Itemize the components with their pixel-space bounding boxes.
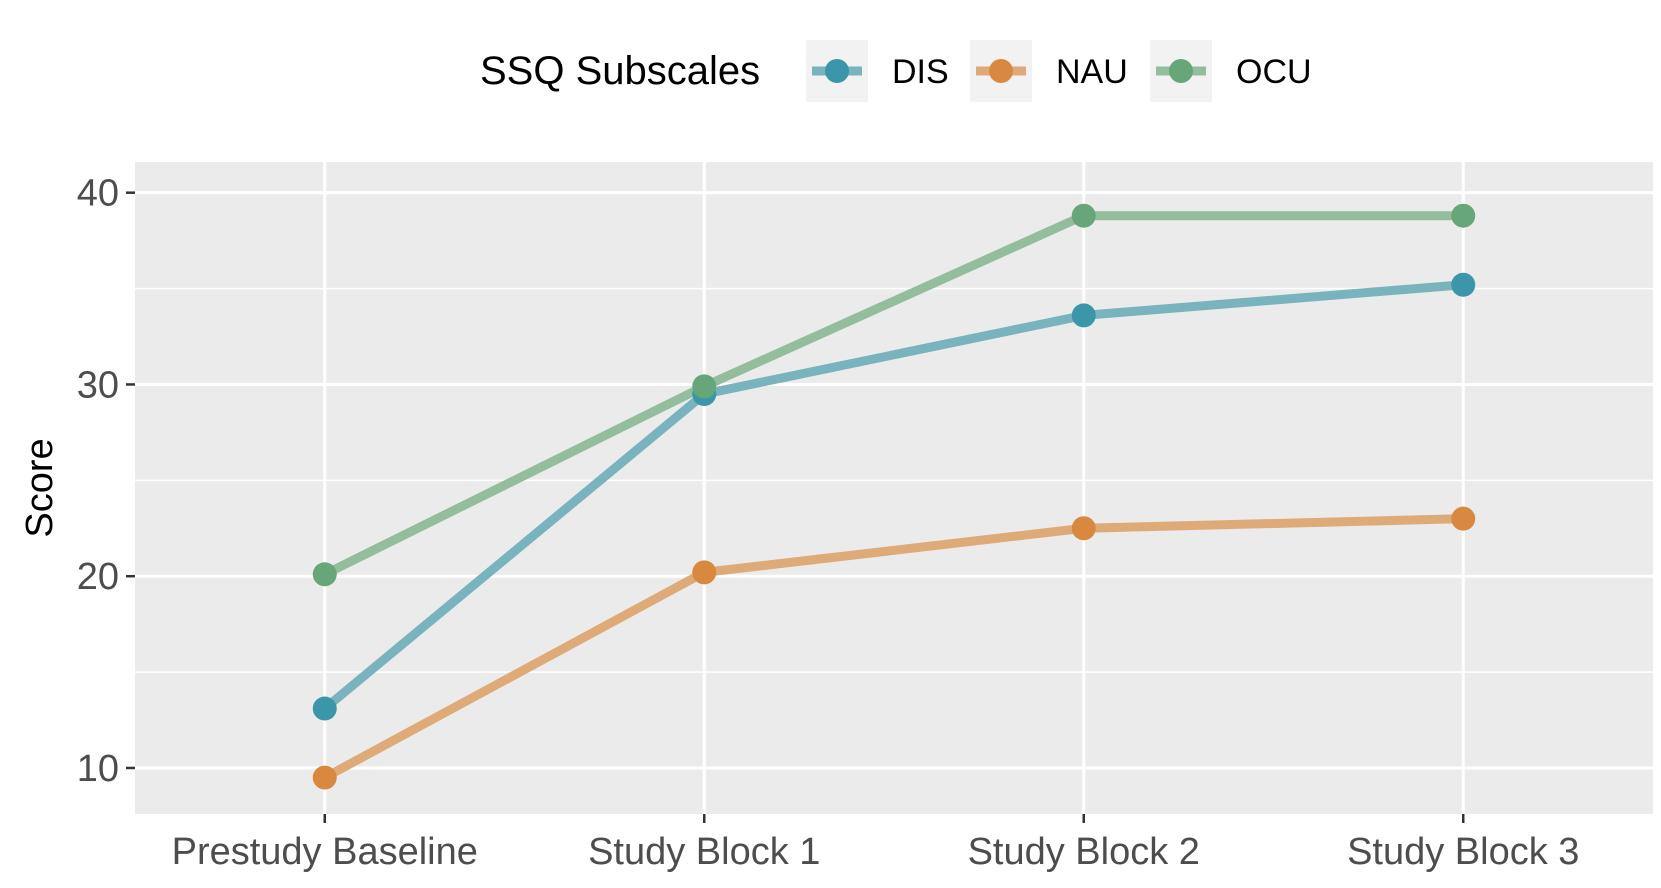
- data-point-ocu: [1451, 203, 1476, 228]
- data-point-nau: [692, 560, 717, 585]
- legend-label-ocu: OCU: [1236, 53, 1312, 91]
- data-point-ocu: [312, 562, 337, 587]
- plot-panel: [135, 162, 1653, 814]
- data-point-ocu: [1071, 203, 1096, 228]
- x-tick-label: Prestudy Baseline: [172, 831, 478, 873]
- x-tick-label: Study Block 3: [1347, 831, 1579, 873]
- legend-key-point: [1169, 59, 1193, 83]
- x-tick-label: Study Block 2: [968, 831, 1200, 873]
- y-axis-title: Score: [19, 438, 61, 537]
- y-tick-label: 30: [77, 364, 119, 406]
- legend-items: DIS NAU OCU: [806, 40, 1312, 102]
- legend: SSQ Subscales DIS NAU OCU: [480, 40, 1312, 102]
- major-gridlines: [135, 162, 1653, 814]
- legend-label-nau: NAU: [1056, 53, 1128, 91]
- series-line-ocu: [320, 211, 1468, 579]
- data-point-nau: [1071, 516, 1096, 541]
- series-line-nau: [320, 514, 1468, 783]
- legend-item-ocu: OCU: [1150, 40, 1312, 102]
- legend-item-nau: NAU: [970, 40, 1128, 102]
- axes: 10 20 30 40 Prestudy Baseline Study Block 1 St…: [77, 173, 1580, 873]
- data-point-dis: [312, 696, 337, 721]
- data-point-dis: [1451, 272, 1476, 297]
- legend-label-dis: DIS: [892, 53, 949, 91]
- legend-key-point: [825, 59, 849, 83]
- series-layer: [312, 203, 1476, 790]
- x-tick-label: Study Block 1: [588, 831, 820, 873]
- y-tick-label: 20: [77, 556, 119, 598]
- data-point-dis: [1071, 303, 1096, 328]
- data-point-ocu: [692, 374, 717, 399]
- legend-title: SSQ Subscales: [480, 49, 760, 93]
- legend-item-dis: DIS: [806, 40, 949, 102]
- data-point-nau: [1451, 506, 1476, 531]
- legend-key-point: [989, 59, 1013, 83]
- data-point-nau: [312, 765, 337, 790]
- y-tick-label: 10: [77, 748, 119, 790]
- y-tick-label: 40: [77, 173, 119, 215]
- series-line-dis: [320, 280, 1468, 714]
